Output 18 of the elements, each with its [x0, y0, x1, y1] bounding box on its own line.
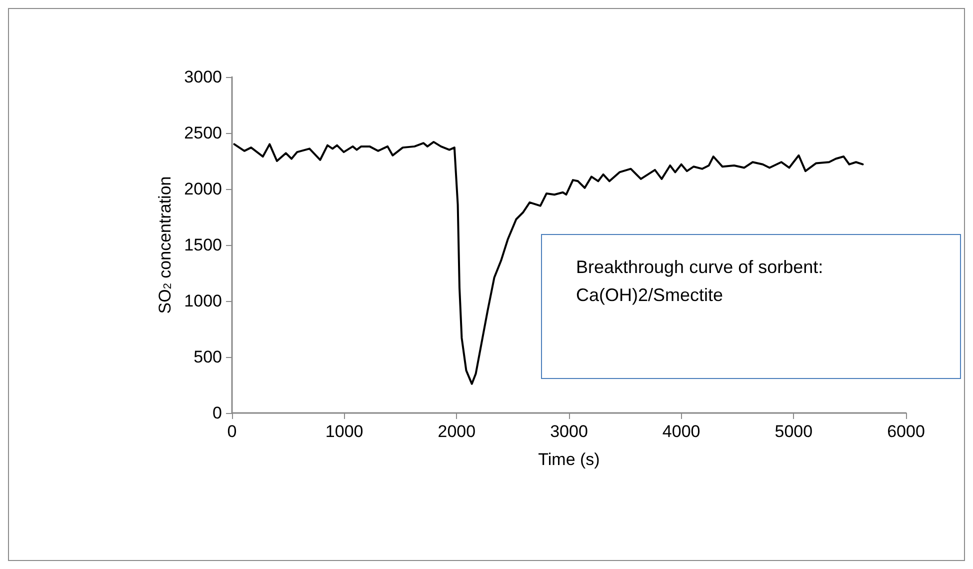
- x-tick-label: 2000: [438, 422, 476, 441]
- x-tick-label: 5000: [774, 422, 813, 441]
- x-axis-title: Time (s): [538, 450, 600, 469]
- y-tick-label: 1000: [184, 292, 222, 310]
- y-tick-label: 2500: [184, 124, 222, 142]
- x-tick-label: 1000: [325, 422, 364, 441]
- y-tick-label: 500: [194, 348, 222, 366]
- y-tick-label: 1500: [184, 236, 222, 254]
- x-tick-label: 4000: [662, 422, 700, 441]
- x-tick-label: 6000: [887, 422, 925, 441]
- x-tick-label: 3000: [550, 422, 588, 441]
- y-tick-label: 2000: [184, 180, 222, 198]
- line-series: [233, 140, 864, 385]
- x-tick-label: 0: [227, 422, 237, 441]
- y-axis-title: SO2 concentration: [155, 176, 174, 314]
- text-box: Breakthrough curve of sorbent: Ca(OH)2/Smectite: [541, 234, 961, 379]
- y-tick-label: 0: [212, 404, 222, 422]
- y-tick-label: 3000: [184, 68, 222, 86]
